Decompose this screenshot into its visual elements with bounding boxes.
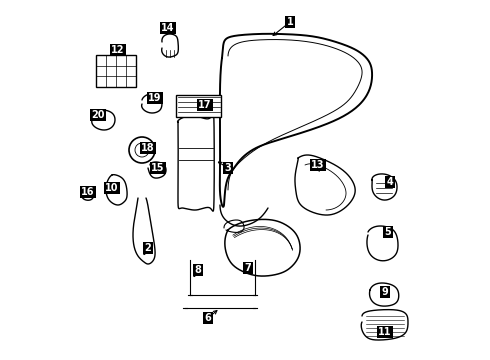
Text: 10: 10 [105, 183, 119, 193]
Text: 14: 14 [161, 23, 175, 33]
Text: 3: 3 [224, 163, 231, 173]
Text: 2: 2 [145, 243, 151, 253]
Text: 8: 8 [195, 265, 201, 275]
Text: 1: 1 [287, 17, 294, 27]
Text: 6: 6 [205, 313, 211, 323]
Text: 5: 5 [385, 227, 392, 237]
FancyBboxPatch shape [96, 55, 136, 87]
Text: 20: 20 [91, 110, 105, 120]
Text: 19: 19 [148, 93, 162, 103]
Text: 4: 4 [387, 177, 393, 187]
Text: 15: 15 [151, 163, 165, 173]
Text: 17: 17 [198, 100, 212, 110]
Text: 13: 13 [311, 160, 325, 170]
Text: 7: 7 [245, 263, 251, 273]
Text: 11: 11 [378, 327, 392, 337]
Text: 16: 16 [81, 187, 95, 197]
Text: 18: 18 [141, 143, 155, 153]
FancyBboxPatch shape [176, 95, 221, 117]
Text: 9: 9 [382, 287, 389, 297]
Text: 12: 12 [111, 45, 125, 55]
